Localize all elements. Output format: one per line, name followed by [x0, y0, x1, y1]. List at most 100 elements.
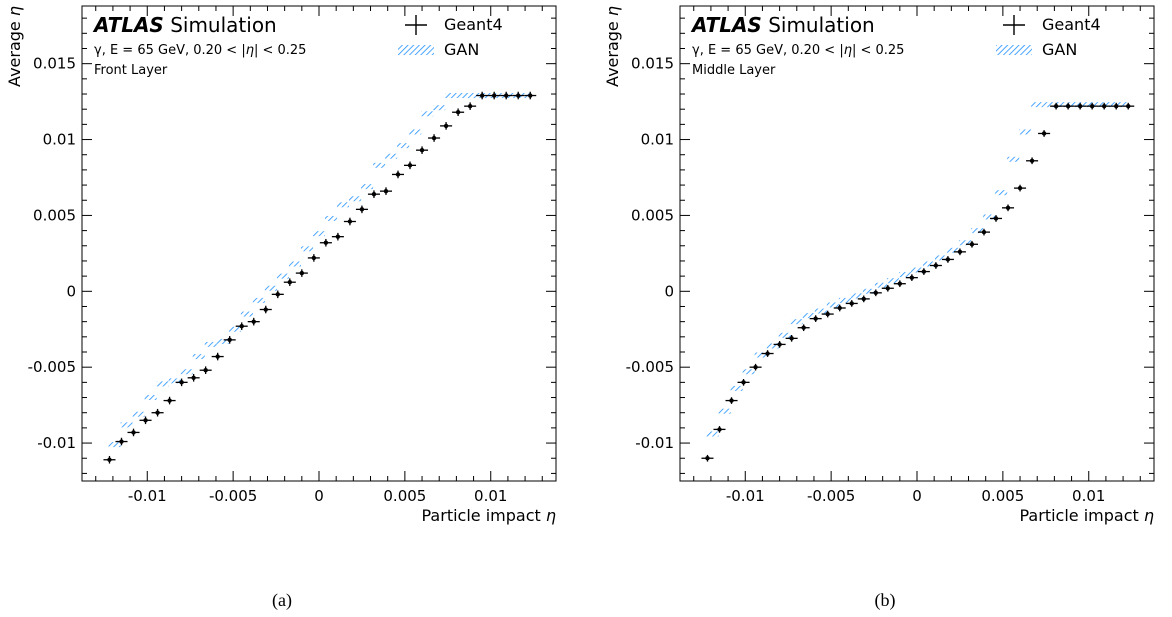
geant4-marker — [837, 305, 842, 311]
geant4-point — [701, 454, 714, 462]
geant4-point — [737, 379, 750, 386]
gan-point — [240, 311, 253, 317]
geant4-point — [773, 341, 786, 348]
geant4-marker — [717, 427, 722, 432]
geant4-marker — [1101, 103, 1107, 109]
gan-point — [1055, 102, 1068, 108]
geant4-marker — [395, 172, 401, 177]
geant4-marker — [335, 234, 341, 239]
geant4-marker — [957, 249, 963, 255]
geant4-point — [1062, 102, 1075, 110]
geant4-point — [857, 295, 870, 303]
gan-point — [730, 385, 743, 391]
x-axis-label: Particle impact η — [422, 506, 557, 525]
x-tick-label: -0.01 — [726, 487, 765, 505]
geant4-marker — [155, 410, 160, 415]
y-tick-label: 0.005 — [631, 206, 674, 224]
geant4-marker — [419, 147, 425, 153]
gan-point — [1067, 102, 1080, 108]
y-tick-label: 0.015 — [33, 55, 76, 73]
gan-point — [168, 378, 181, 384]
geant4-point — [452, 108, 465, 117]
gan-point — [276, 273, 289, 279]
geant4-point — [271, 290, 284, 299]
geant4-marker — [753, 364, 758, 370]
geant4-point — [139, 416, 152, 425]
geant4-marker — [251, 319, 256, 324]
y-axis-label: Average η — [603, 6, 622, 87]
gan-point — [204, 341, 217, 347]
x-tick-label: -0.005 — [209, 487, 257, 505]
y-tick-label: 0.01 — [43, 131, 76, 149]
geant4-marker — [777, 342, 782, 347]
geant4-point — [833, 304, 846, 312]
geant4-point — [761, 350, 774, 357]
geant4-marker — [1053, 103, 1059, 109]
gan-point — [120, 422, 133, 428]
geant4-point — [524, 91, 537, 100]
geant4-marker — [287, 279, 293, 285]
y-tick-label: -0.01 — [37, 434, 76, 452]
geant4-marker — [455, 110, 461, 115]
chart-panel-b: -0.01 -0.005 0 0.005 0.01 -0.01 -0.005 0 0.005 0.… — [603, 5, 1155, 525]
geant4-marker — [1017, 185, 1023, 191]
y-tick-label: -0.005 — [28, 358, 76, 376]
geant4-point — [821, 310, 834, 318]
gan-point — [337, 202, 350, 208]
geant4-marker — [467, 103, 473, 109]
geant4-marker — [993, 216, 999, 221]
geant4-point — [1098, 102, 1111, 110]
x-tick-label: -0.01 — [128, 487, 167, 505]
gan-point — [421, 111, 434, 117]
geant4-marker — [275, 292, 280, 297]
gan-point — [192, 354, 205, 360]
gan-point — [1007, 156, 1020, 162]
geant4-point — [235, 322, 248, 331]
gan-point — [886, 278, 899, 284]
geant4-marker — [239, 324, 244, 329]
geant4-marker — [969, 242, 975, 247]
geant4-point — [416, 146, 429, 154]
gan-point — [216, 338, 229, 344]
geant4-point — [713, 426, 726, 433]
y-tick-label: 0 — [66, 282, 76, 300]
geant4-marker — [945, 257, 951, 262]
gan-point — [898, 272, 911, 278]
geant4-marker — [347, 219, 353, 224]
geant4-point — [175, 378, 188, 387]
geant4-point — [440, 122, 453, 130]
geant4-marker — [933, 263, 939, 268]
caption-b: (b) — [874, 590, 896, 610]
geant4-marker — [359, 207, 365, 212]
gan-point — [156, 381, 169, 387]
geant4-point — [881, 284, 894, 292]
geant4-marker — [741, 380, 746, 385]
geant4-marker — [311, 255, 317, 261]
geant4-marker — [1065, 103, 1071, 109]
gan-point — [754, 352, 767, 358]
geant4-marker — [167, 398, 172, 403]
geant4-marker — [227, 337, 232, 343]
geant4-point — [428, 134, 441, 142]
gan-point — [874, 282, 887, 288]
geant4-marker — [981, 229, 987, 235]
gan-point — [409, 129, 422, 135]
gan-point — [826, 302, 839, 308]
geant4-point — [476, 91, 489, 100]
geant4-marker — [443, 123, 449, 129]
gan-point — [108, 442, 121, 448]
geant4-marker — [1077, 103, 1083, 109]
gan-point — [397, 143, 410, 149]
gan-point — [132, 411, 145, 417]
x-tick-label: 0 — [912, 487, 922, 505]
gan-point — [778, 332, 791, 338]
geant4-point — [404, 161, 417, 170]
geant4-marker — [873, 290, 878, 296]
gan-point — [1043, 102, 1056, 108]
geant4-marker — [215, 354, 220, 359]
geant4-point — [1050, 102, 1063, 110]
y-tick-label: 0.015 — [631, 55, 674, 73]
geant4-marker — [1114, 103, 1119, 109]
gan-point — [995, 190, 1008, 196]
geant4-marker — [765, 351, 770, 356]
